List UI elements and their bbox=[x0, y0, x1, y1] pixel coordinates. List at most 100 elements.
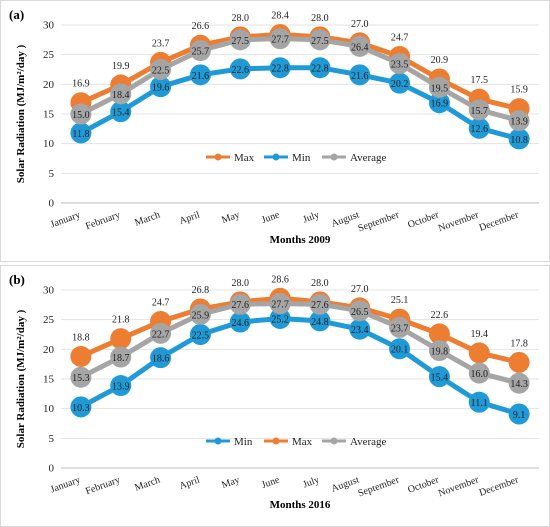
data-point-average bbox=[229, 293, 251, 315]
data-label-min: 25.2 bbox=[271, 314, 289, 325]
data-point-average bbox=[349, 300, 371, 322]
data-label-max: 19.9 bbox=[112, 61, 130, 72]
data-label-min: 22.5 bbox=[192, 331, 210, 342]
y-tick-label: 15 bbox=[43, 109, 55, 121]
data-label-max: 25.1 bbox=[391, 295, 409, 306]
series-line-min bbox=[79, 316, 520, 417]
data-label-average: 27.5 bbox=[232, 36, 250, 47]
data-label-max: 26.8 bbox=[192, 285, 210, 296]
y-tick-label: 30 bbox=[43, 20, 55, 32]
data-point-min bbox=[468, 391, 490, 413]
panel-label: (b) bbox=[9, 272, 25, 287]
data-point-min bbox=[229, 311, 251, 333]
x-tick-label: December bbox=[478, 209, 521, 234]
data-label-min: 21.6 bbox=[351, 71, 369, 82]
data-label-min: 23.4 bbox=[351, 325, 369, 336]
y-tick-label: 5 bbox=[49, 168, 55, 180]
data-label-min: 19.6 bbox=[152, 83, 170, 94]
data-point-min bbox=[150, 76, 172, 98]
data-point-min bbox=[70, 396, 92, 418]
data-point-average bbox=[349, 35, 371, 57]
x-tick-label: November bbox=[437, 474, 481, 499]
data-label-max: 27.0 bbox=[351, 19, 369, 30]
data-label-max: 28.0 bbox=[311, 278, 329, 289]
x-tick-label: September bbox=[357, 474, 402, 499]
data-label-min: 24.8 bbox=[311, 317, 329, 328]
x-tick-label: September bbox=[357, 209, 402, 234]
data-point-average bbox=[269, 28, 291, 50]
y-tick-label: 25 bbox=[43, 49, 55, 61]
legend-marker-max bbox=[272, 437, 280, 445]
data-label-min: 22.8 bbox=[311, 64, 329, 75]
chart-2009: 0 5 10 15 20 25 30 January February March April May… bbox=[15, 10, 539, 246]
data-label-max: 28.4 bbox=[271, 10, 289, 21]
data-label-average: 16.0 bbox=[471, 369, 489, 380]
data-label-average: 27.7 bbox=[271, 35, 289, 46]
data-point-max bbox=[508, 351, 530, 373]
data-label-max: 20.9 bbox=[431, 55, 449, 66]
data-point-average bbox=[70, 103, 92, 125]
x-tick-label: March bbox=[133, 209, 161, 228]
data-label-average: 25.7 bbox=[192, 47, 210, 58]
data-point-min bbox=[269, 57, 291, 79]
data-point-average bbox=[150, 322, 172, 344]
data-point-average bbox=[110, 346, 132, 368]
legend-entry-min: Min bbox=[292, 152, 311, 164]
data-label-average: 27.5 bbox=[311, 36, 329, 47]
x-tick-label: November bbox=[437, 209, 481, 234]
data-point-average bbox=[428, 76, 450, 98]
data-label-max: 23.7 bbox=[152, 38, 170, 49]
data-label-max: 18.8 bbox=[72, 332, 90, 343]
data-label-min: 11.8 bbox=[72, 129, 89, 140]
x-tick-label: July bbox=[302, 474, 321, 490]
y-tick-label: 15 bbox=[43, 374, 55, 386]
y-tick-label: 25 bbox=[43, 314, 55, 326]
series-line-average bbox=[79, 36, 520, 123]
data-point-min bbox=[189, 324, 211, 345]
data-point-average bbox=[70, 366, 92, 388]
data-label-max: 17.5 bbox=[471, 75, 489, 86]
x-tick-label: October bbox=[406, 209, 441, 231]
data-point-average bbox=[189, 40, 211, 62]
data-label-average: 27.7 bbox=[271, 300, 289, 311]
data-point-min bbox=[428, 366, 450, 388]
y-tick-label: 0 bbox=[49, 198, 55, 210]
x-tick-label: May bbox=[220, 209, 241, 226]
data-point-average bbox=[468, 362, 490, 384]
data-label-max: 26.6 bbox=[192, 21, 210, 32]
data-point-min bbox=[389, 338, 411, 360]
x-tick-label: April bbox=[178, 474, 202, 492]
data-point-min bbox=[309, 57, 331, 79]
data-label-average: 14.3 bbox=[510, 379, 528, 390]
x-tick-label: August bbox=[330, 474, 361, 494]
data-label-max: 22.6 bbox=[431, 310, 449, 321]
x-axis-title: Months 2009 bbox=[270, 234, 331, 246]
y-tick-label: 5 bbox=[49, 433, 55, 445]
data-point-average bbox=[189, 303, 211, 325]
data-point-max bbox=[468, 342, 490, 364]
x-tick-label: October bbox=[406, 474, 441, 496]
legend-marker-average bbox=[330, 153, 338, 161]
data-label-average: 27.6 bbox=[311, 300, 329, 311]
data-point-min bbox=[468, 117, 490, 139]
series-line-max bbox=[79, 295, 520, 365]
y-tick-label: 0 bbox=[49, 463, 55, 475]
x-tick-label: December bbox=[478, 474, 521, 499]
legend-entry-max: Max bbox=[292, 436, 313, 448]
y-tick-label: 30 bbox=[43, 285, 55, 297]
data-point-min bbox=[349, 318, 371, 340]
legend-marker-min bbox=[272, 153, 280, 161]
x-tick-label: January bbox=[49, 474, 82, 495]
data-point-average bbox=[269, 293, 291, 315]
data-label-max: 28.0 bbox=[232, 278, 250, 289]
data-label-average: 15.0 bbox=[72, 110, 90, 121]
data-point-min bbox=[508, 403, 530, 425]
data-label-max: 28.6 bbox=[271, 274, 289, 285]
data-label-min: 11.1 bbox=[471, 398, 488, 409]
x-tick-label: March bbox=[133, 474, 161, 493]
data-point-min bbox=[428, 92, 450, 114]
x-tick-label: April bbox=[178, 209, 202, 227]
data-label-average: 22.7 bbox=[152, 329, 170, 340]
data-label-average: 23.7 bbox=[391, 323, 409, 334]
legend-marker-average bbox=[330, 437, 338, 445]
